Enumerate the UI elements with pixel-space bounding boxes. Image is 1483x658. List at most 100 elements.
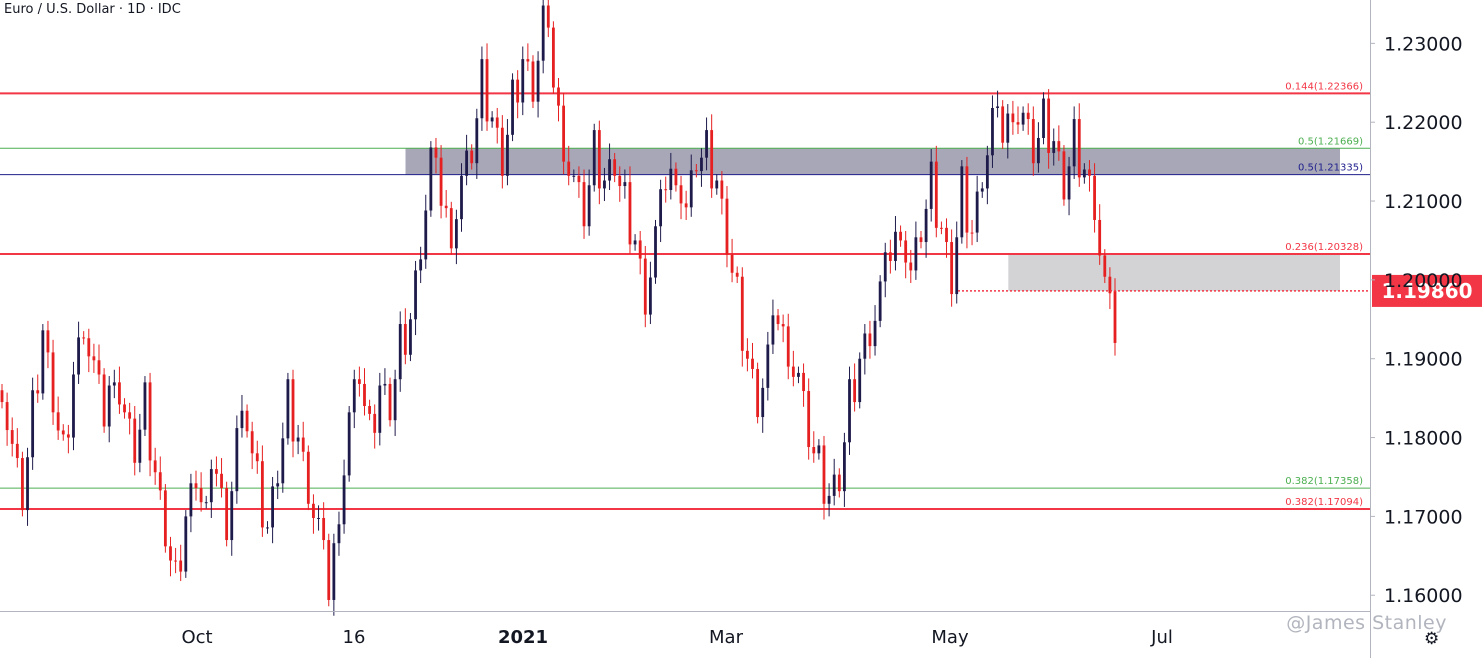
candle-body-155 [791, 366, 795, 377]
last-price-label: 1.19860 [1381, 279, 1472, 303]
candle-body-68 [347, 412, 351, 476]
candle-body-194 [991, 108, 994, 156]
candle-body-164 [837, 474, 841, 492]
zone-1 [1008, 254, 1340, 291]
y-tick-label-0: 1.16000 [1384, 585, 1463, 607]
candle-body-166 [848, 379, 851, 443]
candle-body-9 [46, 330, 50, 353]
candle-body-214 [1093, 175, 1096, 220]
candle-body-87 [444, 205, 448, 209]
candle-body-162 [827, 495, 831, 504]
candle-body-30 [153, 460, 157, 473]
candle-body-140 [715, 180, 719, 189]
candle-body-109 [557, 87, 560, 106]
candle-body-203 [1037, 137, 1040, 164]
candle-body-217 [1108, 276, 1112, 294]
candle-body-59 [301, 437, 305, 452]
candle-body-19 [97, 360, 101, 375]
candle-body-159 [812, 447, 816, 454]
candle-body-150 [766, 344, 770, 388]
candle-body-100 [511, 79, 514, 135]
candle-body-210 [1072, 119, 1076, 167]
candle-body-7 [36, 390, 40, 394]
candle-body-144 [735, 272, 739, 277]
candle-body-10 [51, 352, 55, 413]
level-label-5: 0.382(1.17094) [1285, 497, 1363, 508]
candle-body-178 [909, 262, 913, 271]
candle-body-188 [960, 166, 964, 238]
candle-body-190 [970, 232, 974, 234]
candle-body-189 [965, 166, 969, 233]
candle-body-119 [608, 159, 611, 181]
candle-body-67 [342, 475, 346, 525]
candle-body-196 [1001, 106, 1005, 143]
level-label-0: 0.144(1.22366) [1285, 81, 1363, 92]
candle-body-97 [495, 117, 499, 128]
candle-body-198 [1011, 113, 1015, 123]
candle-body-101 [516, 79, 520, 103]
candle-body-104 [531, 61, 535, 102]
candle-body-16 [82, 337, 86, 339]
candle-body-111 [567, 161, 571, 176]
candle-body-182 [929, 161, 933, 209]
candle-body-25 [128, 412, 132, 419]
candle-body-94 [480, 59, 484, 119]
chart-title: Euro / U.S. Dollar · 1D · IDC [4, 2, 181, 17]
candle-body-82 [419, 259, 423, 271]
candle-body-127 [648, 277, 652, 315]
candle-body-23 [118, 382, 121, 405]
candle-body-169 [863, 333, 867, 359]
candle-body-116 [592, 130, 596, 186]
candle-body-115 [587, 185, 591, 227]
x-tick-label-0: Oct [181, 627, 212, 648]
candle-body-205 [1047, 98, 1051, 153]
candle-body-92 [470, 150, 474, 164]
candle-body-53 [271, 486, 274, 528]
candle-body-183 [934, 161, 938, 228]
candle-body-93 [475, 118, 479, 164]
candle-body-33 [169, 546, 172, 561]
candle-body-184 [940, 227, 943, 229]
candle-body-91 [465, 150, 469, 176]
candle-body-191 [975, 191, 979, 233]
candle-body-56 [286, 379, 290, 439]
settings-gear-icon[interactable]: ⚙ [1424, 629, 1440, 649]
candle-body-180 [919, 237, 923, 243]
candle-body-208 [1062, 151, 1066, 200]
candle-body-122 [623, 182, 627, 187]
candle-body-161 [822, 445, 826, 504]
y-tick-label-3: 1.19000 [1384, 349, 1463, 371]
candle-body-108 [551, 27, 555, 88]
candle-body-15 [77, 337, 80, 375]
level-label-1: 0.5(1.21669) [1298, 136, 1363, 147]
candle-body-165 [843, 442, 846, 492]
candle-body-176 [899, 231, 902, 241]
candle-body-69 [352, 379, 356, 413]
candle-body-145 [740, 276, 744, 351]
x-tick-label-1: 16 [343, 627, 366, 648]
y-tick-label-7: 1.23000 [1384, 33, 1463, 55]
candle-body-45 [230, 491, 234, 541]
candle-body-154 [786, 326, 790, 367]
candle-body-175 [894, 231, 897, 261]
candle-body-1 [5, 402, 9, 431]
y-tick-label-5: 1.21000 [1384, 191, 1463, 213]
candle-body-2 [10, 430, 14, 444]
candle-body-197 [1006, 113, 1010, 143]
candle-body-8 [41, 330, 45, 394]
candle-body-50 [255, 453, 259, 462]
candle-body-215 [1098, 219, 1102, 256]
last-price-box [1372, 274, 1482, 307]
candle-body-212 [1082, 169, 1086, 178]
candle-body-85 [434, 147, 438, 158]
candle-body-209 [1067, 166, 1071, 200]
candle-body-171 [873, 320, 877, 347]
candle-body-112 [572, 175, 576, 177]
candle-body-95 [485, 59, 489, 122]
candle-body-103 [526, 59, 530, 62]
y-tick-label-1: 1.17000 [1384, 506, 1463, 528]
candle-body-75 [383, 383, 387, 386]
candle-body-0 [0, 390, 4, 403]
candle-body-32 [163, 490, 167, 547]
